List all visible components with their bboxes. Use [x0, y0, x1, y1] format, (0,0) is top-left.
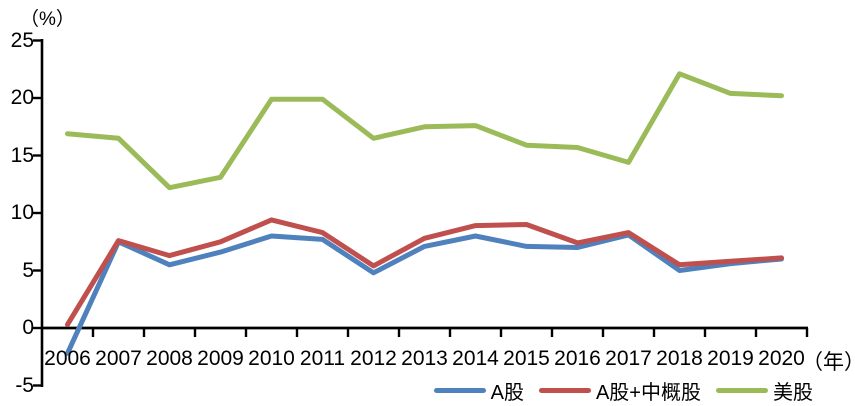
x-tick-label: 2019 — [707, 347, 754, 370]
series-line-2 — [65, 71, 784, 191]
y-tick-label: 25 — [10, 28, 34, 52]
legend-item-0: A股 — [433, 376, 524, 405]
legend-line-swatch — [538, 387, 591, 393]
x-tick-label: 2008 — [146, 347, 193, 370]
y-tick-label: -5 — [15, 373, 34, 397]
x-tick-label: 2017 — [605, 347, 652, 370]
x-tick-label: 2020 — [758, 347, 805, 370]
x-tick-label: 2016 — [554, 347, 601, 370]
x-tick-label: 2010 — [248, 347, 295, 370]
legend-label: A股 — [490, 381, 524, 404]
x-tick-label: 2007 — [95, 347, 142, 370]
x-tick-label: 2014 — [452, 347, 499, 370]
x-tick-label: 2018 — [656, 347, 703, 370]
legend-line-swatch — [716, 387, 768, 393]
x-tick-label: 2011 — [299, 347, 346, 370]
x-tick-label: 2009 — [197, 347, 244, 370]
x-tick-label: 2013 — [401, 347, 448, 370]
legend-label: 美股 — [773, 381, 813, 404]
series-line-1 — [65, 217, 784, 328]
x-tick-label: 2012 — [350, 347, 397, 370]
y-axis-unit-label: （%） — [20, 9, 75, 30]
x-tick-label: 2015 — [503, 347, 550, 370]
series-line-0 — [65, 232, 784, 356]
legend-line-swatch — [433, 387, 486, 393]
y-tick-label: 15 — [10, 143, 34, 167]
y-tick-label: 0 — [22, 316, 34, 339]
chart-legend: A股 A股+中概股 美股 — [433, 376, 813, 405]
x-axis-unit-label: （年） — [802, 351, 855, 374]
x-tick-label: 2006 — [44, 347, 91, 370]
y-tick-label: 5 — [22, 258, 34, 282]
y-tick-label: 20 — [10, 86, 34, 109]
legend-item-2: 美股 — [716, 376, 813, 405]
legend-item-1: A股+中概股 — [538, 376, 701, 405]
legend-label: A股+中概股 — [595, 381, 701, 404]
y-tick-label: 10 — [10, 201, 34, 224]
